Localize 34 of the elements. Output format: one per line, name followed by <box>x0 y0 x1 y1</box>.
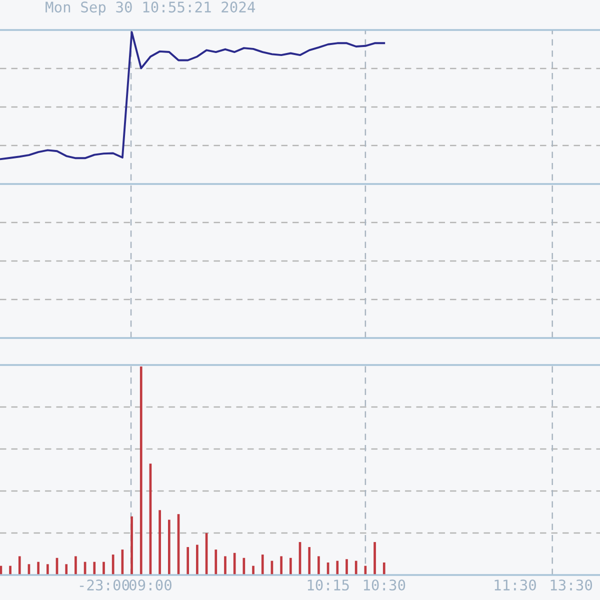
bar <box>168 520 170 575</box>
x-tick-label: -23:00 <box>80 580 130 591</box>
bar <box>346 559 348 575</box>
bar <box>318 556 320 575</box>
bar <box>224 556 226 575</box>
bar <box>214 550 218 575</box>
bar <box>46 564 49 575</box>
bar <box>158 510 161 575</box>
bar <box>9 566 12 575</box>
x-tick-label: 10:30 <box>364 580 406 591</box>
bar <box>18 556 21 575</box>
x-tick-label: 13:30 <box>550 580 592 591</box>
bar <box>289 558 292 575</box>
bar <box>382 562 386 575</box>
bar <box>65 564 68 575</box>
chart-title: Mon Sep 30 10:55:21 2024 <box>46 2 256 16</box>
bar <box>37 562 40 575</box>
bar <box>252 566 254 575</box>
bar <box>336 560 339 575</box>
bar <box>308 547 311 575</box>
x-tick-label: 10:15 <box>308 580 349 591</box>
bar <box>196 544 198 575</box>
bar <box>102 562 105 575</box>
bar <box>140 366 142 575</box>
bar <box>261 554 264 575</box>
bar <box>112 554 114 575</box>
bar <box>74 556 77 575</box>
bar <box>186 547 190 575</box>
bar <box>374 542 376 575</box>
x-tick-label: 11:30 <box>494 580 536 591</box>
bar <box>280 556 282 575</box>
x-tick-label: 09:00 <box>129 580 172 591</box>
bar <box>130 516 133 575</box>
bar <box>93 562 96 575</box>
